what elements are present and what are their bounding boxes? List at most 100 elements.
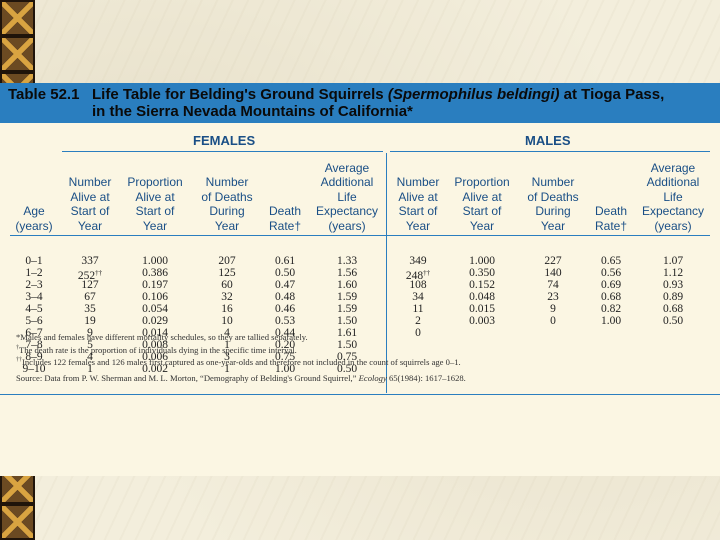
table-bottom-rule <box>0 394 720 395</box>
cell-age: 5–6 <box>25 315 43 327</box>
cell-f-number-deaths: 1 <box>224 339 230 351</box>
cell-age: 4–5 <box>25 303 43 315</box>
cell-m-number-deaths: 227 <box>544 255 562 267</box>
cell-f-number-deaths: 3 <box>224 351 230 363</box>
cell-m-proportion-alive: 1.000 <box>469 255 495 267</box>
header-m-life-expectancy: Average Additional Life Expectancy (year… <box>641 160 705 233</box>
cell-f-life-expectancy: 1.59 <box>336 291 358 303</box>
source-citation: Source: Data from P. W. Sherman and M. L… <box>16 373 466 384</box>
table-title-bar: Table 52.1 Life Table for Belding's Grou… <box>0 83 720 123</box>
cell-f-death-rate: 0.46 <box>274 303 296 315</box>
cell-f-proportion-alive: 0.014 <box>142 327 168 339</box>
cell-m-number-deaths: 0 <box>550 315 556 327</box>
cell-f-death-rate: 0.47 <box>274 279 296 291</box>
cell-age: 6–7 <box>25 327 43 339</box>
cell-f-number-alive: 127 <box>81 279 99 291</box>
cell-f-life-expectancy: 0.75 <box>336 351 358 363</box>
cell-f-life-expectancy: 1.50 <box>336 339 358 351</box>
cell-m-number-deaths: 140 <box>544 267 562 279</box>
cell-f-number-alive: 35 <box>84 303 96 315</box>
cell-age: 7–8 <box>25 339 43 351</box>
cell-m-number-alive: 108 <box>409 279 427 291</box>
table-number: Table 52.1 <box>8 86 80 103</box>
cell-m-life-expectancy: 0.93 <box>662 279 684 291</box>
cell-m-life-expectancy: 0.68 <box>662 303 684 315</box>
cell-f-number-deaths: 4 <box>224 327 230 339</box>
cell-f-number-deaths: 125 <box>218 267 236 279</box>
cell-f-proportion-alive: 0.006 <box>142 351 168 363</box>
cell-m-proportion-alive: 0.350 <box>469 267 495 279</box>
cell-m-number-alive: 34 <box>412 291 424 303</box>
cell-age: 3–4 <box>25 291 43 303</box>
cell-f-number-alive: 4 <box>87 351 93 363</box>
header-m-death-rate: Death Rate† <box>594 204 628 233</box>
cell-age: 2–3 <box>25 279 43 291</box>
cell-f-proportion-alive: 0.008 <box>142 339 168 351</box>
cell-m-life-expectancy: 0.89 <box>662 291 684 303</box>
cell-f-number-alive: 337 <box>81 255 99 267</box>
cell-f-number-alive: 5 <box>87 339 93 351</box>
cell-m-death-rate: 0.69 <box>600 279 622 291</box>
cell-f-death-rate: 0.48 <box>274 291 296 303</box>
section-divider <box>386 153 387 393</box>
header-age: Age (years) <box>15 204 53 233</box>
cell-f-proportion-alive: 0.386 <box>142 267 168 279</box>
cell-f-life-expectancy: 1.33 <box>336 255 358 267</box>
footnote-1: *Males and females have different mortal… <box>16 332 308 342</box>
header-m-number-deaths: Number of Deaths During Year <box>527 175 579 233</box>
cell-f-number-alive: 1 <box>87 363 93 375</box>
cell-f-number-alive: 252†† <box>77 269 103 282</box>
cell-f-death-rate: 0.20 <box>274 339 296 351</box>
cell-f-number-deaths: 207 <box>218 255 236 267</box>
cell-m-proportion-alive: 0.003 <box>469 315 495 327</box>
cell-m-life-expectancy: 0.50 <box>662 315 684 327</box>
cell-m-number-alive: 11 <box>412 303 424 315</box>
header-f-number-deaths: Number of Deaths During Year <box>201 175 253 233</box>
cell-f-number-deaths: 10 <box>221 315 233 327</box>
table-title-line2: in the Sierra Nevada Mountains of Califo… <box>92 103 413 120</box>
cell-f-death-rate: 0.50 <box>274 267 296 279</box>
cell-f-proportion-alive: 0.197 <box>142 279 168 291</box>
cell-f-life-expectancy: 0.50 <box>336 363 358 375</box>
cell-f-number-alive: 67 <box>84 291 96 303</box>
cell-f-death-rate: 0.61 <box>274 255 296 267</box>
cell-age: 1–2 <box>25 267 43 279</box>
cell-f-death-rate: 0.44 <box>274 327 296 339</box>
footnote-3: ††Includes 122 females and 126 males fir… <box>16 356 461 367</box>
cell-m-number-deaths: 9 <box>550 303 556 315</box>
cell-f-number-deaths: 32 <box>221 291 233 303</box>
cell-f-number-alive: 9 <box>87 327 93 339</box>
header-m-number-alive: Number Alive at Start of Year <box>396 175 440 233</box>
cell-m-death-rate: 0.82 <box>600 303 622 315</box>
table-title-line1: Life Table for Belding's Ground Squirrel… <box>92 86 665 103</box>
cell-f-proportion-alive: 0.106 <box>142 291 168 303</box>
footnote-2: †The death rate is the proportion of ind… <box>16 344 297 355</box>
cell-f-death-rate: 1.00 <box>274 363 296 375</box>
cell-f-number-deaths: 16 <box>221 303 233 315</box>
cell-m-proportion-alive: 0.152 <box>469 279 495 291</box>
header-f-life-expectancy: Average Additional Life Expectancy (year… <box>315 160 379 233</box>
cell-m-number-alive: 0 <box>415 327 421 339</box>
cell-m-proportion-alive: 0.015 <box>469 303 495 315</box>
cell-f-death-rate: 0.75 <box>274 351 296 363</box>
cell-m-death-rate: 1.00 <box>600 315 622 327</box>
cell-f-life-expectancy: 1.61 <box>336 327 358 339</box>
cell-f-life-expectancy: 1.56 <box>336 267 358 279</box>
cell-f-proportion-alive: 0.029 <box>142 315 168 327</box>
cell-m-number-deaths: 74 <box>547 279 559 291</box>
cell-f-life-expectancy: 1.59 <box>336 303 358 315</box>
cell-m-number-alive: 248†† <box>405 269 431 282</box>
cell-age: 9–10 <box>22 363 46 375</box>
header-f-number-alive: Number Alive at Start of Year <box>68 175 112 233</box>
cell-age: 8–9 <box>25 351 43 363</box>
cell-m-number-alive: 2 <box>415 315 421 327</box>
cell-f-life-expectancy: 1.60 <box>336 279 358 291</box>
cell-f-number-deaths: 60 <box>221 279 233 291</box>
cell-m-number-deaths: 23 <box>547 291 559 303</box>
header-f-death-rate: Death Rate† <box>268 204 302 233</box>
cell-f-number-alive: 19 <box>84 315 96 327</box>
males-heading: MALES <box>525 133 571 148</box>
cell-m-death-rate: 0.68 <box>600 291 622 303</box>
cell-f-number-deaths: 1 <box>224 363 230 375</box>
cell-age: 0–1 <box>25 255 43 267</box>
